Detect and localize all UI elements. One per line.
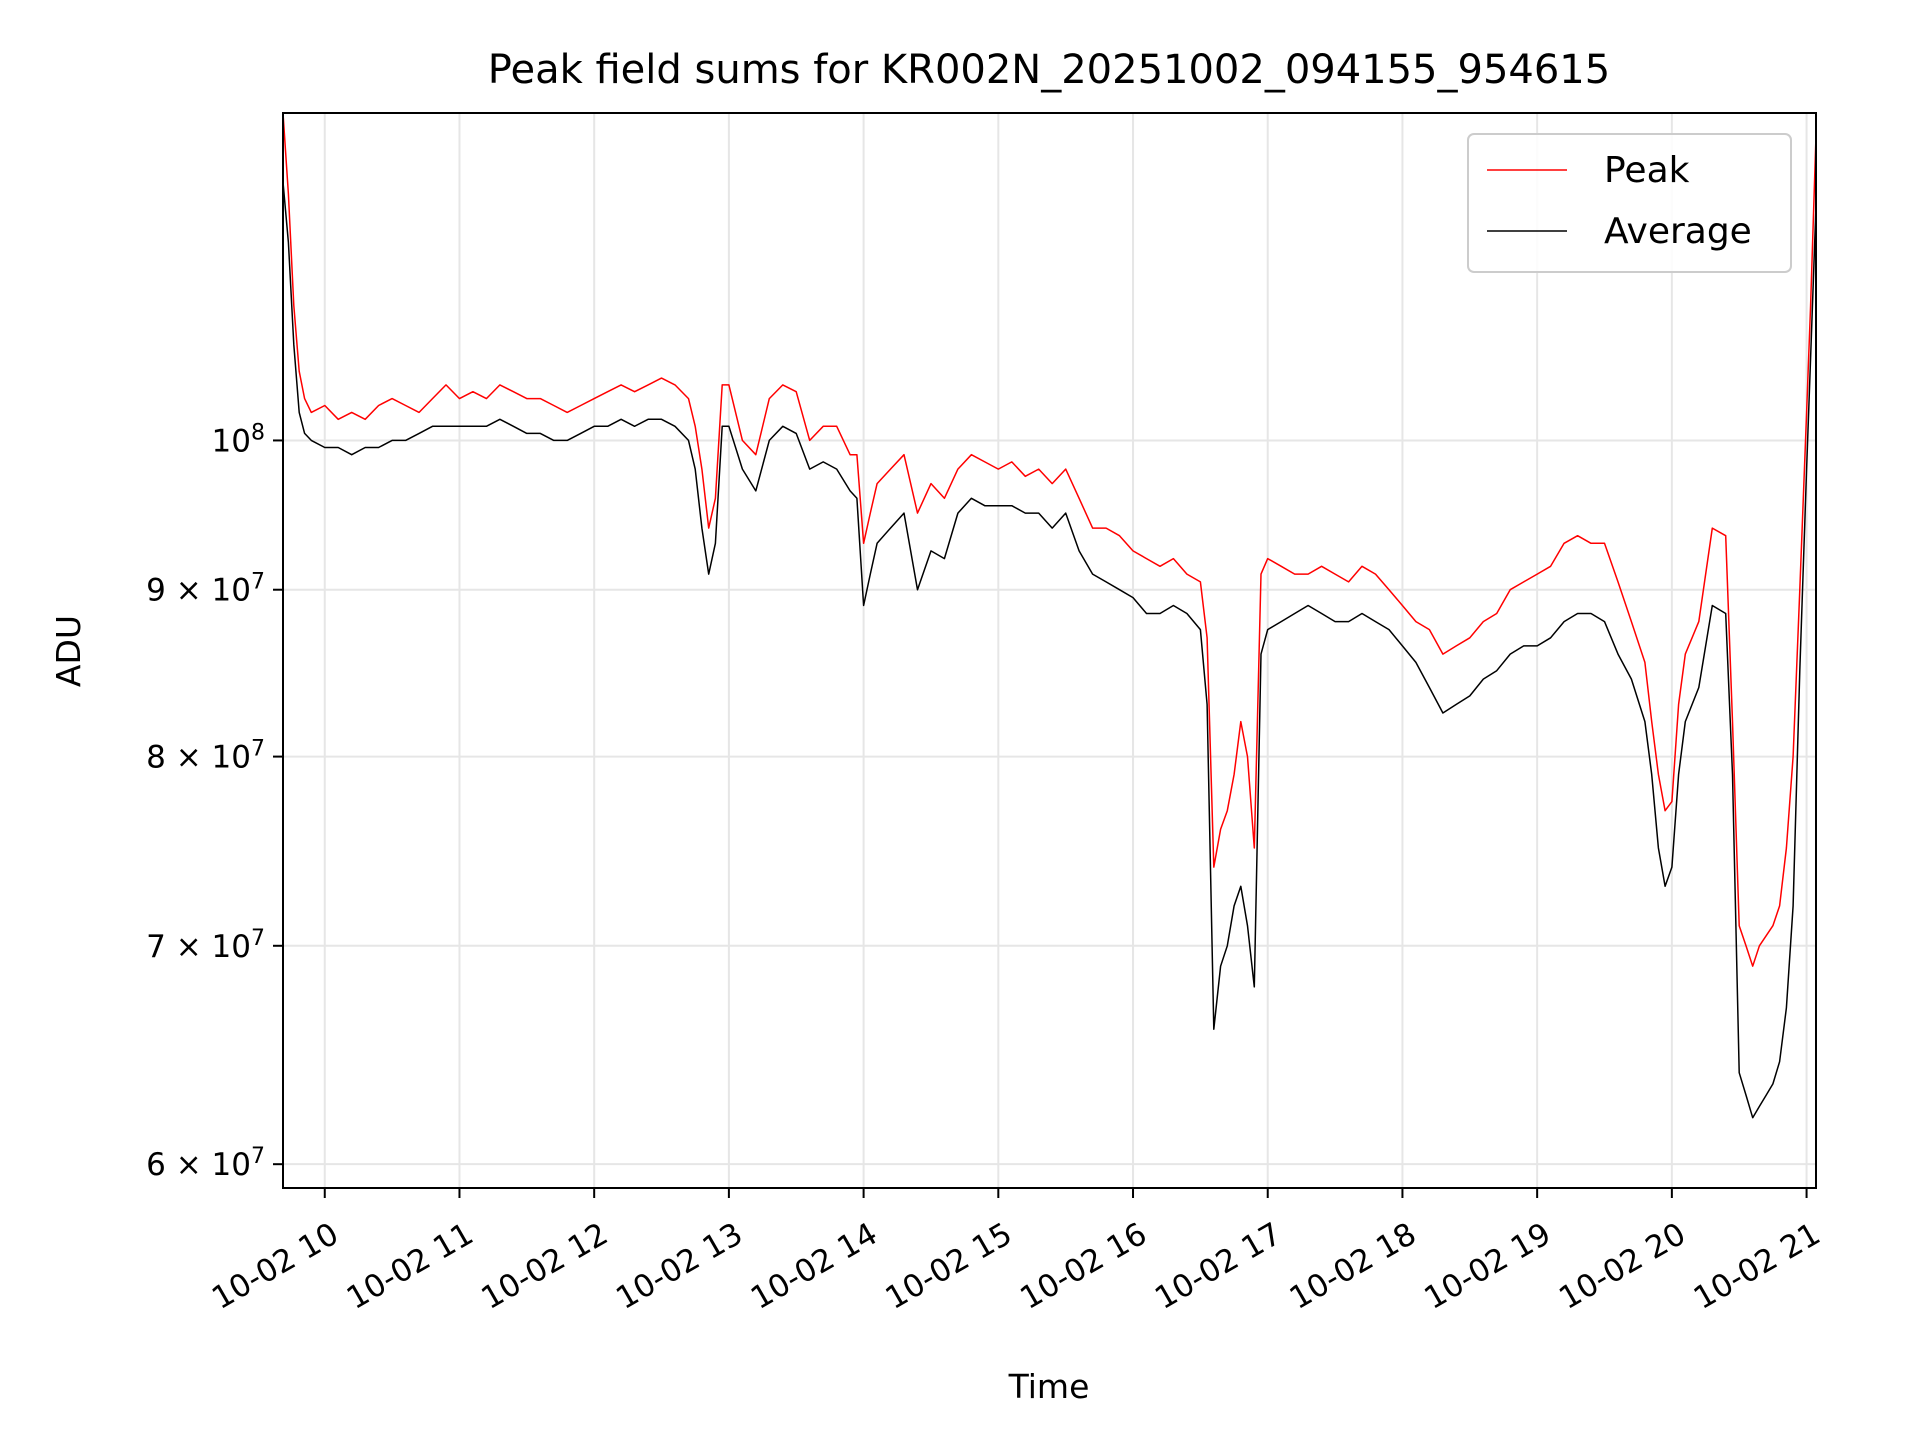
series-line-average bbox=[282, 182, 1817, 1119]
y-tick-label: 8 × 107 bbox=[146, 736, 265, 776]
legend: Peak Average bbox=[1467, 133, 1792, 273]
y-tick-label: 6 × 107 bbox=[146, 1144, 265, 1184]
y-tick-label: 9 × 107 bbox=[146, 569, 265, 609]
x-axis-title: Time bbox=[1008, 1367, 1090, 1406]
y-axis-title: ADU bbox=[49, 615, 88, 687]
y-tick-label: 7 × 107 bbox=[146, 925, 265, 965]
axes-frame bbox=[282, 112, 1817, 1189]
legend-box bbox=[1467, 133, 1792, 273]
legend-average-label: Average bbox=[1604, 211, 1752, 252]
legend-peak-label: Peak bbox=[1604, 150, 1690, 191]
series-lines bbox=[282, 112, 1817, 1119]
series-line-peak bbox=[282, 112, 1817, 967]
chart-title: Peak field sums for KR002N_20251002_0941… bbox=[488, 47, 1610, 93]
grid-lines bbox=[283, 113, 1816, 1188]
